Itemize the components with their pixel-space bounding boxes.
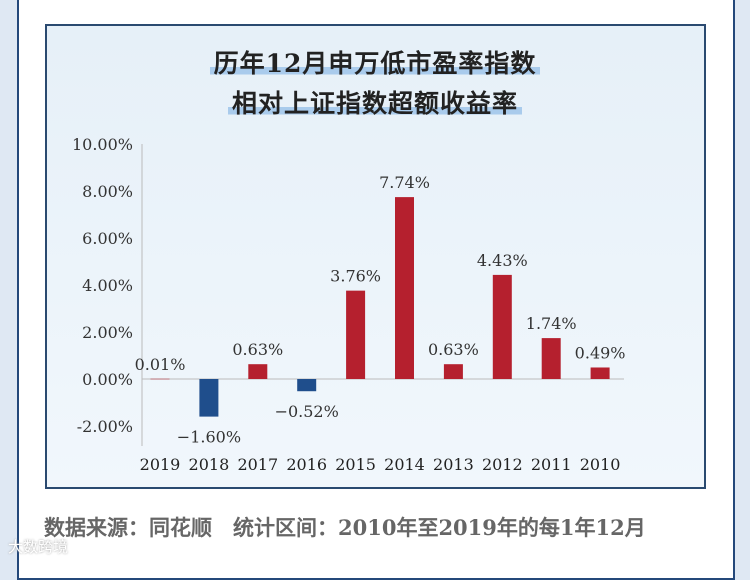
bar-2010: [590, 367, 610, 379]
x-tick-label: 2013: [433, 455, 474, 474]
x-tick-label: 2017: [237, 455, 278, 474]
y-tick-label: 6.00%: [82, 229, 133, 248]
chart-title-line2: 相对上证指数超额收益率: [0, 84, 750, 120]
data-label-2017: 0.63%: [232, 340, 283, 359]
bar-2016: [297, 379, 317, 392]
bar-2011: [541, 338, 561, 379]
x-tick-label: 2015: [335, 455, 376, 474]
bar-2019: [150, 378, 170, 380]
data-label-2016: −0.52%: [275, 402, 339, 421]
watermark: 大数跨境: [8, 538, 69, 556]
data-label-2010: 0.49%: [575, 343, 626, 362]
x-tick-label: 2019: [140, 455, 181, 474]
y-tick-label: -2.00%: [77, 417, 133, 436]
x-tick-label: 2018: [189, 455, 230, 474]
data-label-2011: 1.74%: [526, 314, 577, 333]
bar-2015: [346, 290, 366, 379]
data-label-2015: 3.76%: [330, 267, 381, 286]
y-tick-label: 2.00%: [82, 323, 133, 342]
y-tick-label: 0.00%: [82, 370, 133, 389]
x-tick-label: 2014: [384, 455, 425, 474]
footer-source: 数据来源：同花顺 统计区间：2010年至2019年的每1年12月: [44, 515, 646, 540]
x-tick-label: 2011: [531, 455, 572, 474]
bar-2012: [492, 274, 512, 379]
data-label-2013: 0.63%: [428, 340, 479, 359]
bar-2018: [199, 379, 219, 417]
bar-2014: [395, 197, 414, 379]
data-label-2012: 4.43%: [477, 251, 528, 270]
data-label-2014: 7.74%: [379, 173, 430, 192]
x-tick-label: 2010: [580, 455, 621, 474]
y-tick-label: 10.00%: [72, 135, 133, 154]
data-label-2018: −1.60%: [177, 428, 241, 447]
data-label-2019: 0.01%: [135, 355, 186, 374]
bar-2017: [248, 364, 268, 379]
bar-2013: [443, 364, 463, 379]
x-tick-label: 2016: [286, 455, 327, 474]
y-tick-label: 4.00%: [82, 276, 133, 295]
y-tick-label: 8.00%: [82, 182, 133, 201]
bar-chart: 10.00% 8.00% 6.00% 4.00% 2.00% 0.00% -2.00% 0.0…: [72, 135, 626, 474]
chart-title-line1: 历年12月申万低市盈率指数: [0, 44, 750, 80]
x-tick-label: 2012: [482, 455, 523, 474]
